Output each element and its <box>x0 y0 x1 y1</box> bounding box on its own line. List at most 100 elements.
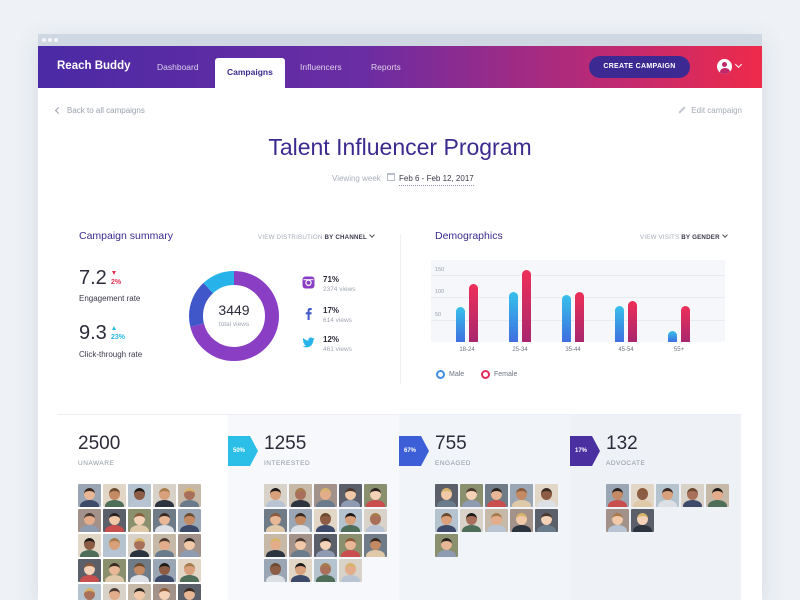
influencer-avatar[interactable] <box>656 484 679 507</box>
influencer-avatar[interactable] <box>153 559 176 582</box>
bar-male-18-24[interactable] <box>456 307 465 342</box>
influencer-avatar[interactable] <box>435 509 458 532</box>
influencer-avatar[interactable] <box>460 509 483 532</box>
bar-male-25-34[interactable] <box>509 291 518 342</box>
influencer-avatar[interactable] <box>103 509 126 532</box>
calendar-icon[interactable] <box>387 173 395 181</box>
funnel-stage-advocate[interactable]: 132 ADVOCATE 17% <box>570 415 741 600</box>
influencer-avatar[interactable] <box>535 509 558 532</box>
influencer-avatar[interactable] <box>535 484 558 507</box>
influencer-avatar[interactable] <box>264 484 287 507</box>
user-menu[interactable] <box>717 58 745 76</box>
bar-female-35-44[interactable] <box>575 291 584 342</box>
influencer-avatar[interactable] <box>153 534 176 557</box>
influencer-avatar[interactable] <box>339 534 362 557</box>
donut-segment-twitter[interactable] <box>189 271 279 361</box>
influencer-avatar[interactable] <box>264 509 287 532</box>
influencer-avatar[interactable] <box>103 534 126 557</box>
conversion-pct-badge: 17% <box>570 436 600 466</box>
ctr-delta: 23% <box>111 334 126 341</box>
brand-logo[interactable]: Reach Buddy <box>57 60 131 72</box>
funnel-stage-engaged[interactable]: 755 ENGAGED 67% <box>399 415 570 600</box>
bar-female-55+[interactable] <box>681 306 690 342</box>
influencer-avatar[interactable] <box>78 484 101 507</box>
influencer-avatar[interactable] <box>631 509 654 532</box>
gridline <box>431 274 725 276</box>
influencer-avatar[interactable] <box>178 484 201 507</box>
influencer-avatar[interactable] <box>289 534 312 557</box>
influencer-avatar[interactable] <box>153 484 176 507</box>
influencer-avatar[interactable] <box>78 534 101 557</box>
nav-campaigns[interactable]: Campaigns <box>215 58 285 88</box>
back-to-campaigns-link[interactable]: Back to all campaigns <box>54 106 145 115</box>
bar-female-25-34[interactable] <box>522 270 531 342</box>
influencer-avatar[interactable] <box>460 484 483 507</box>
influencer-avatar[interactable] <box>706 484 729 507</box>
influencer-avatar[interactable] <box>103 484 126 507</box>
influencer-avatar[interactable] <box>364 509 387 532</box>
influencer-avatar[interactable] <box>339 509 362 532</box>
edit-link-label: Edit campaign <box>691 106 742 115</box>
influencer-avatar[interactable] <box>314 534 337 557</box>
create-campaign-button[interactable]: CREATE CAMPAIGN <box>589 56 690 78</box>
influencer-avatar[interactable] <box>314 484 337 507</box>
influencer-avatar[interactable] <box>606 509 629 532</box>
influencer-avatar[interactable] <box>178 559 201 582</box>
influencer-avatar[interactable] <box>128 559 151 582</box>
influencer-avatar[interactable] <box>103 584 126 600</box>
influencer-avatar[interactable] <box>485 509 508 532</box>
donut-svg <box>189 271 279 361</box>
influencer-avatar[interactable] <box>364 484 387 507</box>
influencer-avatar[interactable] <box>631 484 654 507</box>
influencer-avatar[interactable] <box>128 584 151 600</box>
influencer-avatar[interactable] <box>153 584 176 600</box>
influencer-avatar[interactable] <box>435 484 458 507</box>
influencer-avatar[interactable] <box>289 484 312 507</box>
bar-male-35-44[interactable] <box>562 295 571 342</box>
visits-filter[interactable]: VIEW VISITS BY GENDER <box>640 232 728 241</box>
influencer-avatar[interactable] <box>128 484 151 507</box>
bar-female-18-24[interactable] <box>469 283 478 342</box>
filter-prefix: VIEW DISTRIBUTION <box>258 234 323 241</box>
donut-segment-facebook[interactable] <box>189 271 279 361</box>
influencer-avatar[interactable] <box>339 559 362 582</box>
influencer-avatar[interactable] <box>606 484 629 507</box>
influencer-avatar[interactable] <box>289 509 312 532</box>
influencer-avatar[interactable] <box>435 534 458 557</box>
nav-dashboard[interactable]: Dashboard <box>157 62 199 72</box>
funnel-stage-unaware[interactable]: 2500 UNAWARE <box>57 415 228 600</box>
influencer-avatar[interactable] <box>153 509 176 532</box>
influencer-avatar[interactable] <box>178 534 201 557</box>
influencer-avatar[interactable] <box>339 484 362 507</box>
stage-label: INTERESTED <box>264 460 311 467</box>
bar-female-45-54[interactable] <box>628 300 637 342</box>
influencer-avatar[interactable] <box>264 534 287 557</box>
nav-reports[interactable]: Reports <box>371 62 401 72</box>
influencer-avatar[interactable] <box>289 559 312 582</box>
influencer-avatar[interactable] <box>485 484 508 507</box>
influencer-avatar[interactable] <box>178 509 201 532</box>
influencer-avatar[interactable] <box>78 559 101 582</box>
influencer-avatar[interactable] <box>128 509 151 532</box>
influencer-avatar[interactable] <box>78 509 101 532</box>
funnel-stage-interested[interactable]: 1255 INTERESTED 50% <box>228 415 399 600</box>
influencer-avatar[interactable] <box>510 509 533 532</box>
nav-influencers[interactable]: Influencers <box>300 62 342 72</box>
stage-label: ADVOCATE <box>606 460 646 467</box>
influencer-avatar[interactable] <box>103 559 126 582</box>
date-range-picker[interactable]: Feb 6 - Feb 12, 2017 <box>399 174 474 186</box>
bar-male-45-54[interactable] <box>615 306 624 342</box>
influencer-avatar[interactable] <box>314 509 337 532</box>
influencer-avatar[interactable] <box>78 584 101 600</box>
influencer-avatar[interactable] <box>681 484 704 507</box>
influencer-avatar[interactable] <box>128 534 151 557</box>
influencer-avatar[interactable] <box>314 559 337 582</box>
influencer-avatar[interactable] <box>364 534 387 557</box>
influencer-avatar[interactable] <box>264 559 287 582</box>
bar-male-55+[interactable] <box>668 330 677 342</box>
distribution-filter[interactable]: VIEW DISTRIBUTION BY CHANNEL <box>258 232 375 241</box>
x-tick-label: 25-34 <box>512 347 528 353</box>
influencer-avatar[interactable] <box>178 584 201 600</box>
edit-campaign-link[interactable]: Edit campaign <box>678 106 742 115</box>
influencer-avatar[interactable] <box>510 484 533 507</box>
